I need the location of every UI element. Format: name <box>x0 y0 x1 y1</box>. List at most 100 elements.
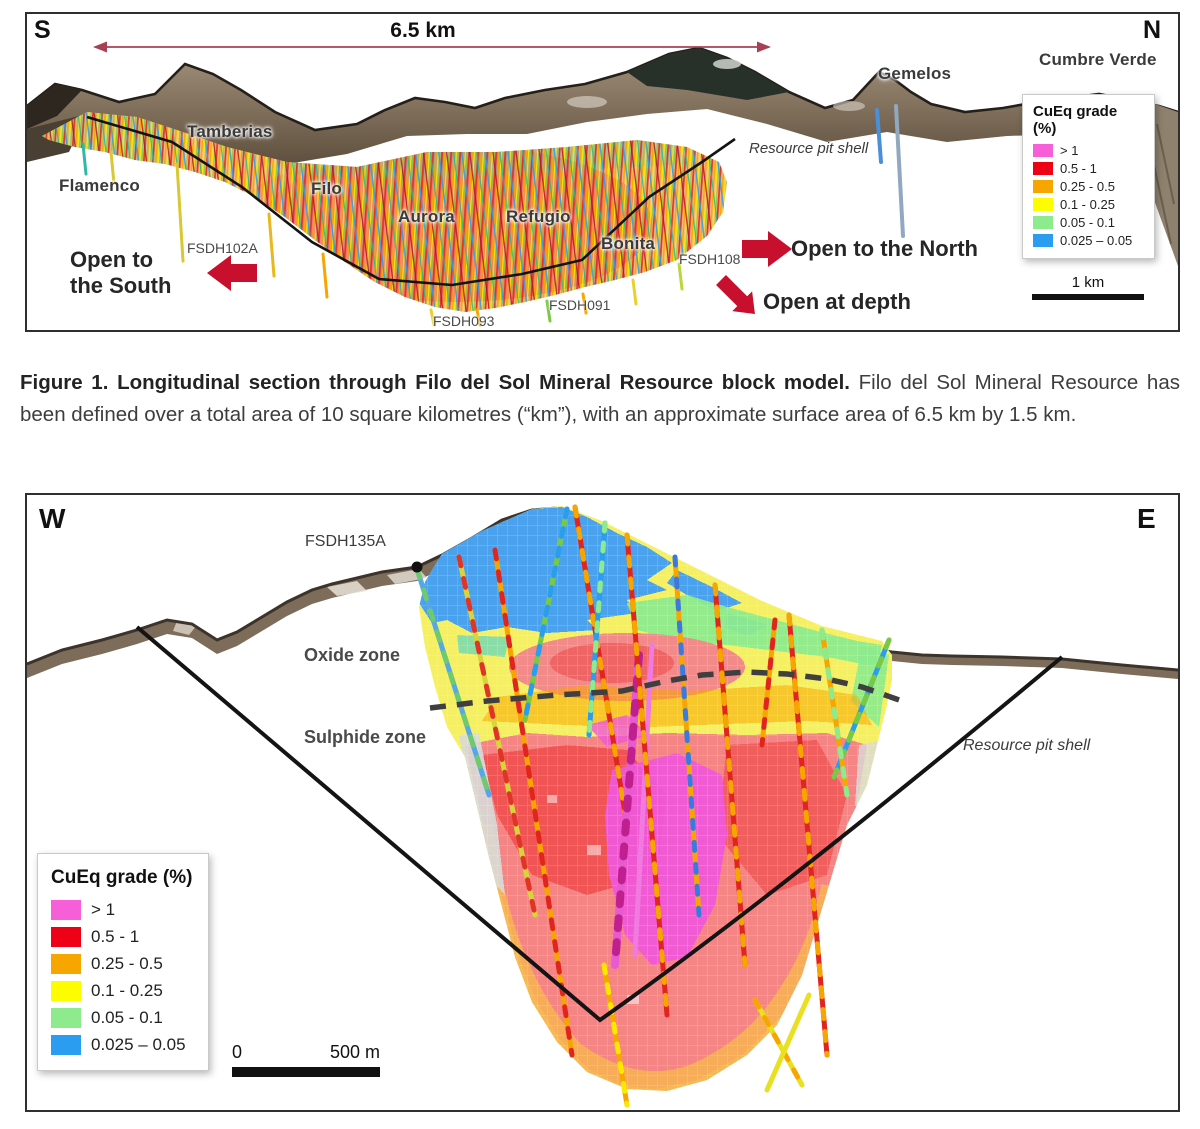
oxide-zone-label: Oxide zone <box>304 645 401 665</box>
zone-label-bonita: Bonita <box>601 234 656 253</box>
drillhole-label-fsdh108: FSDH108 <box>679 251 741 267</box>
legend-label: 0.1 - 0.25 <box>91 981 163 1000</box>
legend-row: 0.025 – 0.05 <box>1033 233 1144 248</box>
legend-swatch <box>51 981 81 1001</box>
zone-label-cumbre-verde: Cumbre Verde <box>1039 50 1157 69</box>
drill-trace <box>819 627 850 798</box>
legend-swatch <box>51 1008 81 1028</box>
drill-trace <box>672 554 702 918</box>
drillhole-label-fsdh091: FSDH091 <box>549 297 611 313</box>
oxide-sulphide-boundary <box>429 669 906 711</box>
zone-label-refugio: Refugio <box>506 207 571 226</box>
compass-south: S <box>34 16 51 44</box>
legend-title: CuEq grade (%) <box>51 867 193 888</box>
legend-swatch <box>1033 216 1053 229</box>
legend-label: 0.1 - 0.25 <box>1060 197 1115 212</box>
drill-stubs <box>81 104 905 327</box>
cueq-legend-top: CuEq grade (%) > 1 0.5 - 1 0.25 - 0.5 0.… <box>1022 94 1155 259</box>
legend-row: 0.25 - 0.5 <box>1033 179 1144 194</box>
legend-row: 0.5 - 1 <box>1033 161 1144 176</box>
legend-row: 0.25 - 0.5 <box>51 954 195 974</box>
drill-trace <box>572 504 630 828</box>
legend-label: 0.025 – 0.05 <box>1060 233 1133 248</box>
longitudinal-section-scene <box>27 41 1178 327</box>
legend-label: 0.25 - 0.5 <box>1060 179 1115 194</box>
scalebar-1km: 1 km <box>1027 274 1149 300</box>
caption-regular: Filo del Sol Mineral Resource has been d… <box>20 371 1180 426</box>
figure-caption: Figure 1. Longitudinal section through F… <box>20 367 1180 431</box>
block-model-2 <box>419 506 892 1091</box>
drill-trace <box>712 582 748 968</box>
zone-label-gemelos: Gemelos <box>878 64 952 83</box>
drill-trace <box>624 532 670 1018</box>
legend-row: 0.5 - 1 <box>51 927 195 947</box>
drill-trace <box>601 962 630 1108</box>
legend-label: 0.5 - 1 <box>91 927 140 946</box>
legend-label: 0.05 - 0.1 <box>91 1008 163 1027</box>
scalebar-zero-label: 0 <box>232 1042 243 1062</box>
zone-label-aurora: Aurora <box>398 207 455 226</box>
drill-trace <box>632 642 655 958</box>
pit-shell-line <box>86 115 736 287</box>
open-south-line1: Open to <box>70 247 154 272</box>
caption-bold: Figure 1. Longitudinal section through F… <box>20 371 850 394</box>
drill-trace <box>414 566 492 798</box>
scalebar-bar <box>1032 294 1144 300</box>
drill-trace <box>522 506 570 723</box>
legend-row: 0.1 - 0.25 <box>1033 197 1144 212</box>
legend-row: > 1 <box>1033 143 1144 158</box>
legend-swatch <box>1033 162 1053 175</box>
open-north-label: Open to the North <box>791 236 978 261</box>
cross-section-panel: W E FSDH135A Oxide zone Sulphide zone Re… <box>25 493 1180 1112</box>
scalebar-bar <box>232 1067 380 1077</box>
drillhole-label-fsdh102a: FSDH102A <box>187 240 258 256</box>
open-depth-label: Open at depth <box>763 289 911 314</box>
drill-trace <box>759 617 778 748</box>
legend-row: 0.025 – 0.05 <box>51 1035 195 1055</box>
legend-row: > 1 <box>51 900 195 920</box>
compass-east: E <box>1137 503 1156 534</box>
zone-label-flamenco: Flamenco <box>59 176 140 195</box>
width-dimension-arrow <box>93 41 771 53</box>
open-north-arrow-icon <box>742 231 792 267</box>
drill-trace <box>456 554 538 918</box>
drillhole-label-fsdh135a: FSDH135A <box>305 533 386 550</box>
open-depth-arrow-icon <box>716 275 755 314</box>
drill-trace <box>764 992 812 1093</box>
drill-trace <box>586 520 608 738</box>
legend-row: 0.05 - 0.1 <box>51 1008 195 1028</box>
legend-row: 0.05 - 0.1 <box>1033 215 1144 230</box>
drill-trace <box>492 547 575 1058</box>
pit-shell-label-bottom: Resource pit shell <box>963 737 1091 754</box>
longitudinal-section-panel: S N 6.5 km Flamenco Tamberias Filo Auror… <box>25 12 1180 332</box>
legend-swatch <box>51 954 81 974</box>
compass-west: W <box>39 503 66 534</box>
legend-swatch <box>1033 180 1053 193</box>
drill-trace <box>752 997 805 1088</box>
legend-label: 0.05 - 0.1 <box>1060 215 1115 230</box>
cueq-legend-bottom: CuEq grade (%) > 1 0.5 - 1 0.25 - 0.5 0.… <box>37 853 209 1071</box>
drill-trace <box>611 651 643 969</box>
legend-swatch <box>1033 234 1053 247</box>
legend-swatch <box>51 1035 81 1055</box>
legend-row: 0.1 - 0.25 <box>51 981 195 1001</box>
zone-label-filo: Filo <box>311 179 343 198</box>
open-south-label: Open to the South <box>70 247 171 299</box>
legend-swatch <box>51 900 81 920</box>
legend-label: 0.25 - 0.5 <box>91 954 163 973</box>
width-dimension-label: 6.5 km <box>390 19 456 42</box>
legend-label: 0.5 - 1 <box>1060 161 1097 176</box>
drillhole-marker-dot <box>411 561 423 573</box>
pit-shell-label-top: Resource pit shell <box>749 140 869 157</box>
open-south-line2: the South <box>70 273 172 298</box>
pit-shell-line-2 <box>135 625 1064 1023</box>
scalebar-label: 500 m <box>329 1042 380 1062</box>
scalebar-500m: 0 500 m <box>232 1042 380 1077</box>
legend-label: > 1 <box>91 900 116 919</box>
drill-trace <box>786 612 830 1058</box>
legend-title: CuEq grade (%) <box>1033 103 1118 137</box>
legend-swatch <box>51 927 81 947</box>
open-south-arrow-icon <box>207 255 257 291</box>
cross-section-scene <box>27 504 1178 1108</box>
